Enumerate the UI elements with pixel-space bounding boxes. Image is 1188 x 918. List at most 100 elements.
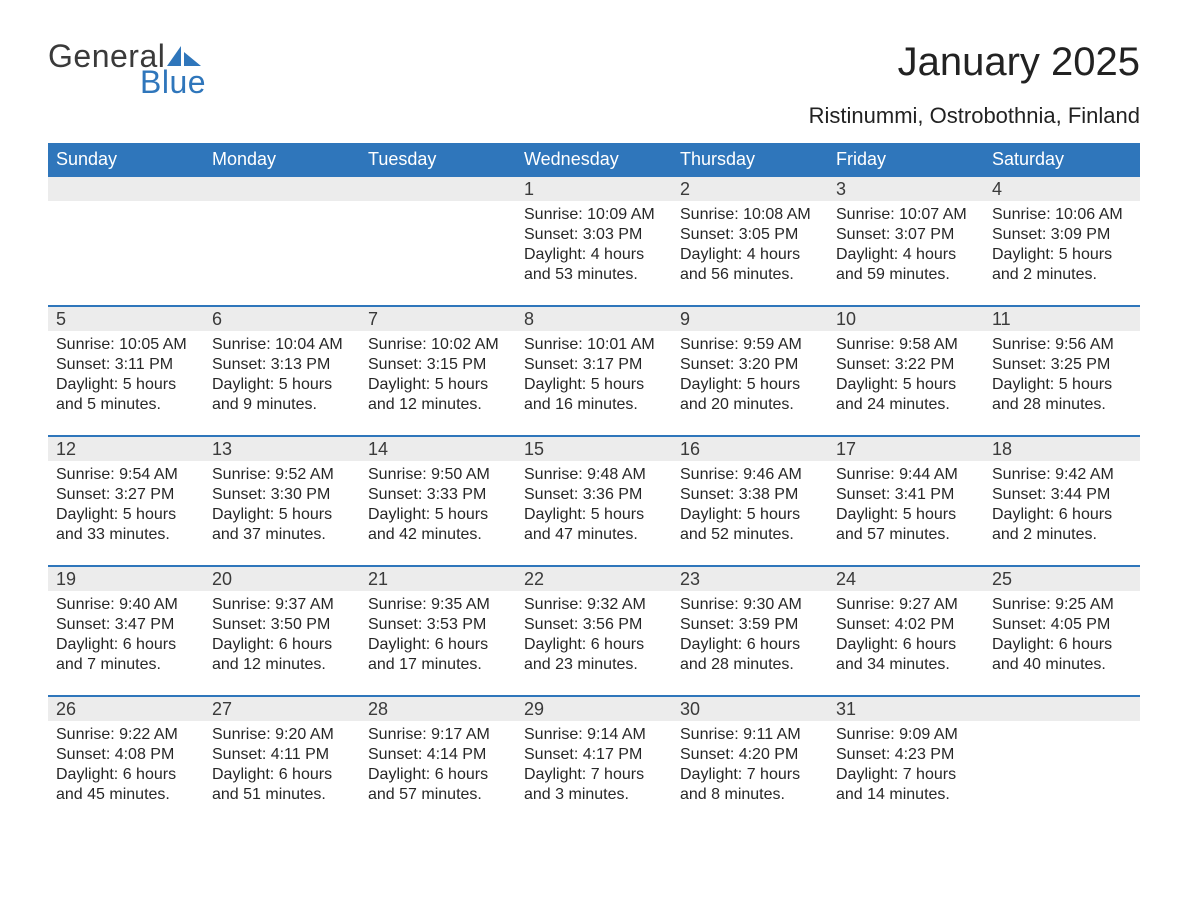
day-cell: 13Sunrise: 9:52 AMSunset: 3:30 PMDayligh… (204, 437, 360, 565)
day-number: 1 (516, 177, 672, 201)
day-cell: 21Sunrise: 9:35 AMSunset: 3:53 PMDayligh… (360, 567, 516, 695)
daylight-text: Daylight: 4 hours and 56 minutes. (680, 245, 822, 285)
day-body: Sunrise: 9:42 AMSunset: 3:44 PMDaylight:… (984, 461, 1140, 551)
daylight-text: Daylight: 5 hours and 16 minutes. (524, 375, 666, 415)
sunrise-text: Sunrise: 9:50 AM (368, 465, 510, 485)
sunset-text: Sunset: 3:53 PM (368, 615, 510, 635)
day-body: Sunrise: 9:32 AMSunset: 3:56 PMDaylight:… (516, 591, 672, 681)
daylight-text: Daylight: 7 hours and 3 minutes. (524, 765, 666, 805)
day-body (48, 201, 204, 291)
day-cell (48, 177, 204, 305)
day-cell: 6Sunrise: 10:04 AMSunset: 3:13 PMDayligh… (204, 307, 360, 435)
daylight-text: Daylight: 5 hours and 42 minutes. (368, 505, 510, 545)
sunrise-text: Sunrise: 9:48 AM (524, 465, 666, 485)
sunrise-text: Sunrise: 9:30 AM (680, 595, 822, 615)
sunset-text: Sunset: 4:05 PM (992, 615, 1134, 635)
day-number: 25 (984, 567, 1140, 591)
day-cell: 5Sunrise: 10:05 AMSunset: 3:11 PMDayligh… (48, 307, 204, 435)
daylight-text: Daylight: 5 hours and 5 minutes. (56, 375, 198, 415)
day-body: Sunrise: 10:02 AMSunset: 3:15 PMDaylight… (360, 331, 516, 421)
sunrise-text: Sunrise: 9:27 AM (836, 595, 978, 615)
sunset-text: Sunset: 3:11 PM (56, 355, 198, 375)
day-cell: 11Sunrise: 9:56 AMSunset: 3:25 PMDayligh… (984, 307, 1140, 435)
day-body: Sunrise: 9:27 AMSunset: 4:02 PMDaylight:… (828, 591, 984, 681)
sunrise-text: Sunrise: 9:56 AM (992, 335, 1134, 355)
weekday-header: Wednesday (516, 143, 672, 177)
sunrise-text: Sunrise: 10:02 AM (368, 335, 510, 355)
day-cell: 25Sunrise: 9:25 AMSunset: 4:05 PMDayligh… (984, 567, 1140, 695)
daylight-text: Daylight: 6 hours and 2 minutes. (992, 505, 1134, 545)
daylight-text: Daylight: 5 hours and 9 minutes. (212, 375, 354, 415)
day-body: Sunrise: 9:56 AMSunset: 3:25 PMDaylight:… (984, 331, 1140, 421)
day-number: 29 (516, 697, 672, 721)
daylight-text: Daylight: 5 hours and 52 minutes. (680, 505, 822, 545)
daylight-text: Daylight: 6 hours and 28 minutes. (680, 635, 822, 675)
sunrise-text: Sunrise: 9:14 AM (524, 725, 666, 745)
day-body: Sunrise: 9:50 AMSunset: 3:33 PMDaylight:… (360, 461, 516, 551)
sunset-text: Sunset: 3:20 PM (680, 355, 822, 375)
daylight-text: Daylight: 6 hours and 45 minutes. (56, 765, 198, 805)
sunrise-text: Sunrise: 10:04 AM (212, 335, 354, 355)
week-row: 12Sunrise: 9:54 AMSunset: 3:27 PMDayligh… (48, 435, 1140, 565)
day-cell: 28Sunrise: 9:17 AMSunset: 4:14 PMDayligh… (360, 697, 516, 825)
sunset-text: Sunset: 4:20 PM (680, 745, 822, 765)
day-number: 22 (516, 567, 672, 591)
day-body: Sunrise: 9:58 AMSunset: 3:22 PMDaylight:… (828, 331, 984, 421)
logo-word-2: Blue (140, 66, 206, 98)
weekday-header-row: SundayMondayTuesdayWednesdayThursdayFrid… (48, 143, 1140, 177)
day-number: 21 (360, 567, 516, 591)
sunrise-text: Sunrise: 10:09 AM (524, 205, 666, 225)
day-number: 8 (516, 307, 672, 331)
sunrise-text: Sunrise: 9:32 AM (524, 595, 666, 615)
day-number: 10 (828, 307, 984, 331)
daylight-text: Daylight: 5 hours and 2 minutes. (992, 245, 1134, 285)
daylight-text: Daylight: 6 hours and 51 minutes. (212, 765, 354, 805)
day-number: 2 (672, 177, 828, 201)
day-cell: 30Sunrise: 9:11 AMSunset: 4:20 PMDayligh… (672, 697, 828, 825)
day-cell: 3Sunrise: 10:07 AMSunset: 3:07 PMDayligh… (828, 177, 984, 305)
day-body (984, 721, 1140, 811)
daylight-text: Daylight: 4 hours and 59 minutes. (836, 245, 978, 285)
daylight-text: Daylight: 6 hours and 40 minutes. (992, 635, 1134, 675)
day-number (48, 177, 204, 201)
daylight-text: Daylight: 5 hours and 28 minutes. (992, 375, 1134, 415)
daylight-text: Daylight: 7 hours and 14 minutes. (836, 765, 978, 805)
sunrise-text: Sunrise: 10:01 AM (524, 335, 666, 355)
sunrise-text: Sunrise: 9:22 AM (56, 725, 198, 745)
sunrise-text: Sunrise: 9:40 AM (56, 595, 198, 615)
day-body: Sunrise: 9:59 AMSunset: 3:20 PMDaylight:… (672, 331, 828, 421)
day-number: 9 (672, 307, 828, 331)
weekday-header: Sunday (48, 143, 204, 177)
sunset-text: Sunset: 4:17 PM (524, 745, 666, 765)
day-cell (204, 177, 360, 305)
day-cell: 17Sunrise: 9:44 AMSunset: 3:41 PMDayligh… (828, 437, 984, 565)
day-cell: 7Sunrise: 10:02 AMSunset: 3:15 PMDayligh… (360, 307, 516, 435)
daylight-text: Daylight: 6 hours and 57 minutes. (368, 765, 510, 805)
daylight-text: Daylight: 5 hours and 47 minutes. (524, 505, 666, 545)
day-body (204, 201, 360, 291)
sunset-text: Sunset: 4:14 PM (368, 745, 510, 765)
sunset-text: Sunset: 3:07 PM (836, 225, 978, 245)
day-cell: 8Sunrise: 10:01 AMSunset: 3:17 PMDayligh… (516, 307, 672, 435)
day-number (360, 177, 516, 201)
location-label: Ristinummi, Ostrobothnia, Finland (809, 103, 1140, 129)
sunset-text: Sunset: 3:15 PM (368, 355, 510, 375)
sunrise-text: Sunrise: 9:35 AM (368, 595, 510, 615)
sunset-text: Sunset: 3:41 PM (836, 485, 978, 505)
sunrise-text: Sunrise: 9:52 AM (212, 465, 354, 485)
day-body: Sunrise: 9:54 AMSunset: 3:27 PMDaylight:… (48, 461, 204, 551)
daylight-text: Daylight: 6 hours and 34 minutes. (836, 635, 978, 675)
day-cell: 29 Sunrise: 9:14 AMSunset: 4:17 PMDayligh… (516, 697, 672, 825)
day-body: Sunrise: 9:11 AMSunset: 4:20 PMDaylight:… (672, 721, 828, 811)
day-cell: 31Sunrise: 9:09 AMSunset: 4:23 PMDayligh… (828, 697, 984, 825)
weeks-container: 1Sunrise: 10:09 AMSunset: 3:03 PMDayligh… (48, 177, 1140, 825)
sunrise-text: Sunrise: 9:59 AM (680, 335, 822, 355)
sunrise-text: Sunrise: 9:42 AM (992, 465, 1134, 485)
sunrise-text: Sunrise: 10:08 AM (680, 205, 822, 225)
day-number: 24 (828, 567, 984, 591)
page-title: January 2025 (809, 40, 1140, 85)
daylight-text: Daylight: 5 hours and 33 minutes. (56, 505, 198, 545)
day-number: 30 (672, 697, 828, 721)
day-body: Sunrise: 10:09 AMSunset: 3:03 PMDaylight… (516, 201, 672, 291)
day-body: Sunrise: 9:44 AMSunset: 3:41 PMDaylight:… (828, 461, 984, 551)
